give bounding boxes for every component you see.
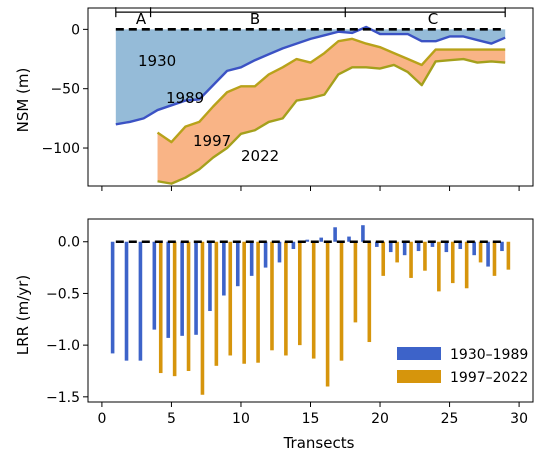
- bar-1930-1989-t29: [500, 241, 504, 252]
- region-label-c: C: [428, 10, 438, 28]
- nsm-panel: 0 −50 −100 NSM (m) 1930 1989 1997 2022 A B…: [14, 7, 534, 191]
- bar-1930-1989-t12: [263, 241, 268, 268]
- legend: 1930–1989 1997–2022: [397, 347, 528, 386]
- legend-label-1997-2022: 1997–2022: [450, 370, 528, 386]
- lrr-ytick-label: −1.0: [46, 338, 80, 354]
- bar-1997-2022-t18: [353, 241, 358, 323]
- bar-1930-1989-t21: [388, 241, 393, 253]
- bar-1930-1989-t18: [347, 236, 351, 242]
- label-2022: 2022: [241, 147, 279, 165]
- lrr-ytick-label: −1.5: [46, 390, 80, 406]
- bar-1930-1989-t11: [249, 241, 254, 276]
- lrr-xlabel: Transects: [283, 434, 355, 452]
- bar-1997-2022-t28: [492, 241, 497, 276]
- lrr-ytick-label: −0.5: [46, 286, 80, 302]
- bar-1997-2022-t22: [409, 241, 413, 278]
- bar-1930-1989-t28: [486, 241, 490, 267]
- region-label-b: B: [250, 10, 260, 28]
- bar-1997-2022-t10: [242, 241, 246, 364]
- bar-1997-2022-t23: [423, 241, 427, 271]
- bar-1930-1989-t8: [208, 241, 212, 312]
- bar-1997-2022-t24: [437, 241, 441, 292]
- bar-1997-2022-t16: [325, 241, 330, 387]
- bar-1997-2022-t29: [506, 241, 511, 270]
- bar-1997-2022-t12: [270, 241, 274, 351]
- bar-1930-1989-t14: [291, 241, 296, 249]
- bar-1997-2022-t26: [464, 241, 469, 289]
- lrr-panel: 0.0 −0.5 −1.0 −1.5 0 5 10 15 20 25 30 LRR (m/yr) T…: [14, 218, 534, 452]
- bar-1930-1989-t6: [180, 241, 184, 336]
- line-2022: [157, 57, 506, 185]
- lrr-xtick-label: 25: [441, 411, 459, 427]
- bar-1997-2022-t14: [297, 241, 302, 346]
- bar-1997-2022-t17: [339, 241, 344, 361]
- bar-1997-2022-t6: [186, 241, 191, 371]
- lrr-ylabel: LRR (m/yr): [14, 275, 32, 355]
- bar-1997-2022-t11: [256, 241, 260, 363]
- bar-1997-2022-t4: [158, 241, 163, 374]
- bar-1930-1989-t27: [472, 241, 476, 256]
- lrr-bars: [110, 225, 511, 395]
- legend-swatch-1930-1989: [397, 347, 441, 360]
- label-1930: 1930: [138, 52, 176, 70]
- bar-1997-2022-t27: [478, 241, 483, 263]
- bar-1997-2022-t25: [450, 241, 455, 284]
- nsm-fills: [115, 26, 506, 184]
- line-1989: [115, 25, 506, 126]
- bar-1930-1989-t20: [375, 241, 379, 247]
- nsm-lines: [115, 25, 506, 185]
- label-1997: 1997: [193, 132, 231, 150]
- bar-1997-2022-t7: [200, 241, 205, 395]
- lrr-axes: 0.0 −0.5 −1.0 −1.5 0 5 10 15 20 25 30: [46, 218, 534, 427]
- bar-1930-1989-t24: [430, 241, 435, 247]
- bar-1997-2022-t21: [395, 241, 399, 263]
- line-1997: [156, 37, 506, 144]
- lrr-xtick-label: 10: [232, 411, 250, 427]
- bar-1930-1989-t17: [333, 227, 337, 242]
- region-label-a: A: [136, 10, 147, 28]
- bar-1930-1989-t23: [416, 241, 421, 252]
- bar-1997-2022-t9: [228, 241, 233, 356]
- nsm-ytick-label: 0: [71, 22, 80, 38]
- nsm-ytick-label: −50: [50, 82, 80, 98]
- bar-1930-1989-t4: [152, 241, 157, 330]
- legend-swatch-1997-2022: [397, 370, 441, 383]
- bar-1930-1989-t13: [277, 241, 282, 263]
- lrr-xtick-label: 20: [371, 411, 389, 427]
- legend-label-1930-1989: 1930–1989: [450, 347, 528, 363]
- lrr-xtick-label: 5: [167, 411, 176, 427]
- bar-1930-1989-t16: [319, 237, 324, 242]
- bar-1930-1989-t15: [305, 239, 310, 242]
- bar-1997-2022-t20: [381, 241, 386, 276]
- bar-1997-2022-t8: [214, 241, 219, 366]
- bar-1997-2022-t19: [367, 241, 372, 343]
- bar-1997-2022-t15: [311, 241, 316, 359]
- bar-1930-1989-t19: [361, 225, 365, 242]
- bar-1930-1989-t22: [402, 241, 407, 256]
- bar-1930-1989-t25: [444, 241, 449, 253]
- fill-1930-1989: [115, 26, 506, 125]
- bar-1930-1989-t10: [235, 241, 240, 287]
- bar-1997-2022-t13: [284, 241, 288, 356]
- bar-1930-1989-t7: [194, 241, 198, 335]
- bar-1930-1989-t9: [222, 241, 226, 296]
- bar-1930-1989-t1: [110, 241, 115, 354]
- nsm-ylabel: NSM (m): [14, 68, 32, 133]
- lrr-xtick-label: 30: [510, 411, 528, 427]
- bar-1997-2022-t5: [172, 241, 177, 377]
- nsm-ytick-label: −100: [42, 141, 80, 157]
- bar-1930-1989-t26: [458, 241, 463, 249]
- lrr-ytick-label: 0.0: [58, 235, 80, 251]
- bar-1930-1989-t5: [166, 241, 171, 338]
- lrr-xtick-label: 15: [302, 411, 320, 427]
- bar-1930-1989-t3: [138, 241, 143, 361]
- lrr-xtick-label: 0: [97, 411, 106, 427]
- bar-1930-1989-t2: [124, 241, 129, 361]
- label-1989: 1989: [166, 89, 204, 107]
- nsm-axes: 0 −50 −100: [42, 7, 534, 191]
- fill-1997-2022: [157, 38, 506, 184]
